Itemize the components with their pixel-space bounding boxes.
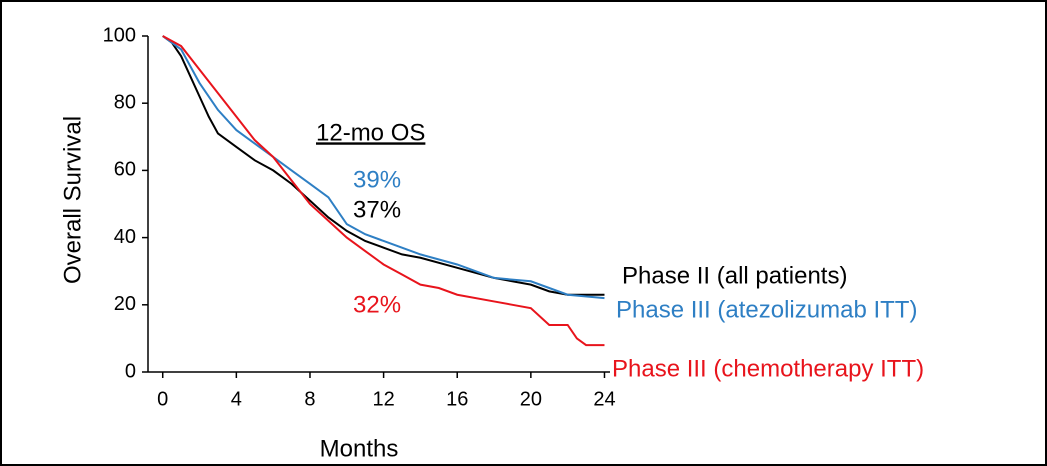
annotation: 32%	[353, 291, 401, 318]
y-tick-label: 40	[114, 226, 136, 248]
x-tick-label: 12	[372, 388, 394, 410]
y-axis-title: Overall Survival	[59, 116, 86, 284]
x-tick-label: 20	[520, 388, 542, 410]
y-tick-label: 60	[114, 159, 136, 181]
legend-label: Phase II (all patients)	[622, 262, 847, 289]
x-tick-label: 8	[304, 388, 315, 410]
x-tick-label: 16	[446, 388, 468, 410]
x-tick-label: 4	[231, 388, 242, 410]
annotation: 12-mo OS	[316, 119, 425, 146]
annotation: 37%	[353, 196, 401, 223]
annotation: 39%	[353, 166, 401, 193]
legend-label: Phase III (chemotherapy ITT)	[612, 355, 924, 382]
survival-curve	[162, 35, 605, 347]
x-tick-label: 24	[593, 388, 615, 410]
survival-curve	[162, 35, 605, 300]
x-tick-label: 0	[157, 388, 168, 410]
y-tick-label: 0	[125, 360, 136, 382]
y-tick-label: 100	[103, 24, 136, 46]
y-tick-label: 20	[114, 293, 136, 315]
y-tick-label: 80	[114, 91, 136, 113]
x-axis-title: Months	[320, 435, 399, 462]
legend-label: Phase III (atezolizumab ITT)	[616, 296, 917, 323]
